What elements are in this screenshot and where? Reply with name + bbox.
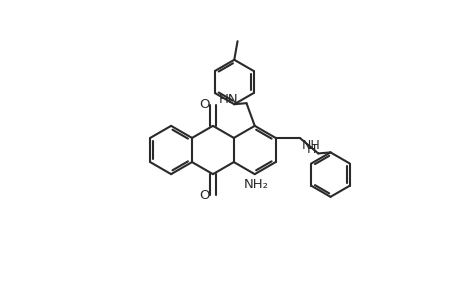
- Text: NH₂: NH₂: [243, 178, 268, 191]
- Text: O: O: [199, 189, 210, 202]
- Text: H: H: [306, 143, 315, 156]
- Text: HN: HN: [218, 93, 238, 106]
- Text: NH: NH: [301, 140, 319, 152]
- Text: O: O: [199, 98, 210, 111]
